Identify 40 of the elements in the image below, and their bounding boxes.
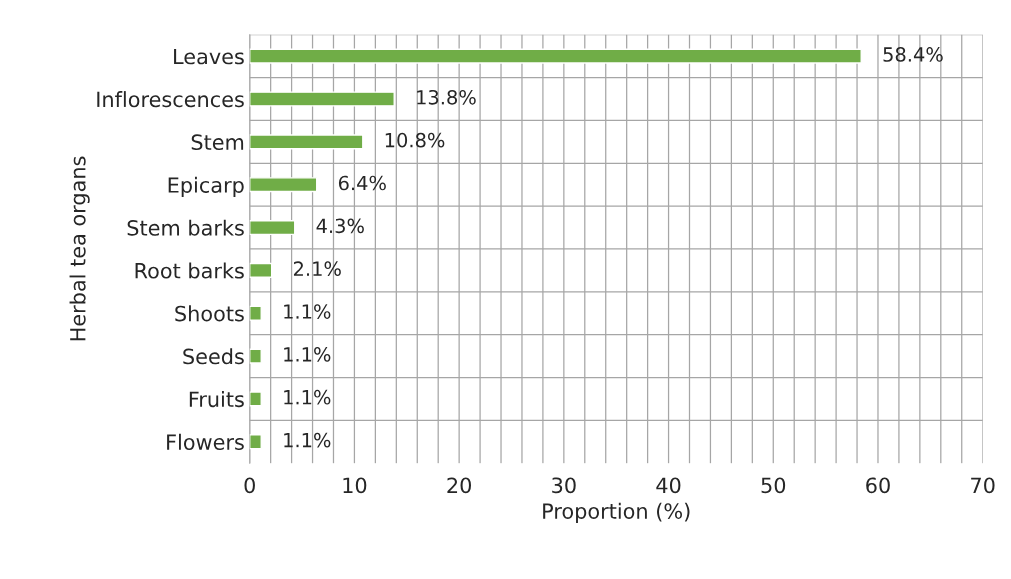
bar (249, 305, 262, 321)
y-tick-label: Leaves (174, 48, 244, 65)
x-tick-label: 30 (552, 477, 576, 494)
data-label: 58.4% (883, 47, 943, 62)
y-tick-label: Stem barks (127, 219, 244, 236)
y-tick-label: Shoots (175, 305, 244, 322)
x-axis-title: Proportion (%) (543, 502, 690, 523)
y-tick-label: Root barks (135, 262, 244, 279)
data-label: 1.1% (284, 304, 331, 319)
x-tick-label: 10 (343, 477, 367, 494)
x-tick-label: 70 (971, 477, 995, 494)
bar (249, 91, 395, 107)
bar (249, 434, 262, 450)
bar (249, 134, 364, 150)
bar (249, 219, 296, 236)
bar (249, 262, 273, 278)
data-label: 10.8% (385, 132, 445, 148)
y-tick-label: Flowers (167, 433, 244, 450)
bar (249, 177, 318, 193)
x-tick-label: 20 (447, 477, 472, 494)
bar (249, 48, 862, 64)
data-label: 6.4% (338, 175, 386, 191)
bar (249, 391, 262, 407)
y-axis-title: Herbal tea organs (69, 156, 90, 341)
x-tick-label: 40 (656, 477, 681, 494)
data-label: 1.1% (284, 389, 331, 405)
y-tick-label: Stem (191, 134, 244, 151)
y-tick-label: Seeds (183, 348, 244, 365)
y-tick-label: Inflorescences (97, 91, 244, 108)
y-tick-label: Fruits (189, 391, 244, 408)
data-label: 1.1% (284, 432, 331, 448)
data-label: 2.1% (293, 261, 341, 277)
bar (249, 348, 262, 364)
x-tick-label: 60 (866, 477, 890, 494)
x-tick-label: 50 (761, 477, 786, 494)
data-label: 13.8% (417, 89, 476, 105)
data-label: 1.1% (284, 347, 331, 362)
x-tick-label: 0 (244, 477, 255, 494)
data-label: 4.3% (316, 218, 364, 234)
y-tick-label: Epicarp (168, 176, 244, 197)
